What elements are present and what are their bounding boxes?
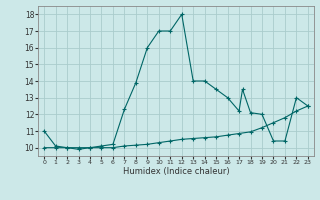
X-axis label: Humidex (Indice chaleur): Humidex (Indice chaleur) [123, 167, 229, 176]
